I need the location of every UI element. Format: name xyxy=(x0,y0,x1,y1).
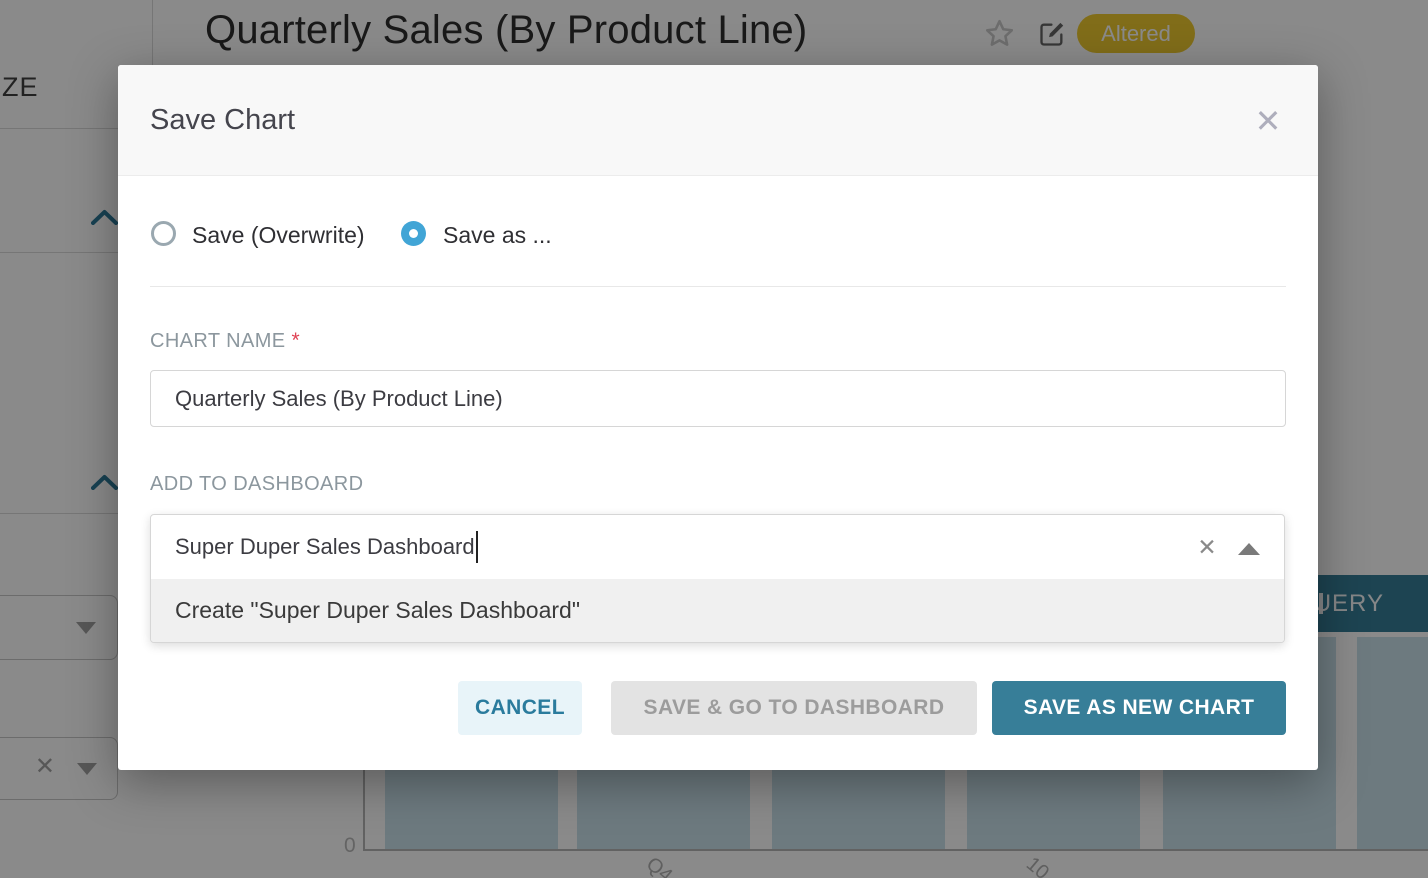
radio-save-as[interactable] xyxy=(401,221,426,246)
close-icon[interactable]: ✕ xyxy=(1254,102,1282,139)
save-chart-modal: Save Chart ✕ Save (Overwrite) Save as ..… xyxy=(118,65,1318,770)
customize-tab-label-fragment[interactable]: ZE xyxy=(2,72,39,102)
radio-save-overwrite[interactable] xyxy=(151,221,176,246)
create-dashboard-option[interactable]: Create "Super Duper Sales Dashboard" xyxy=(151,579,1284,642)
form-divider xyxy=(150,286,1286,287)
chevron-down-icon xyxy=(76,622,96,634)
chevron-up-icon[interactable] xyxy=(1238,543,1260,555)
favorite-star-icon[interactable] xyxy=(984,18,1015,49)
section-collapse-icon[interactable] xyxy=(91,474,118,490)
y-axis-tick-0: 0 xyxy=(344,834,356,857)
chart-bar xyxy=(1357,637,1428,849)
radio-save-overwrite-label[interactable]: Save (Overwrite) xyxy=(192,222,365,248)
x-axis-line xyxy=(363,849,1428,851)
run-query-letter-fragment xyxy=(1319,593,1323,614)
panel-divider-1 xyxy=(0,128,152,129)
control-select-clearable[interactable]: ✕ xyxy=(0,737,118,800)
modal-title: Save Chart xyxy=(150,104,296,136)
chart-name-value: Quarterly Sales (By Product Line) xyxy=(175,385,503,411)
panel-divider-3 xyxy=(0,513,152,514)
chart-name-input[interactable]: Quarterly Sales (By Product Line) xyxy=(150,370,1286,427)
create-dashboard-option-label: Create "Super Duper Sales Dashboard" xyxy=(175,597,580,623)
clear-icon[interactable]: ✕ xyxy=(34,753,55,780)
edit-properties-icon[interactable] xyxy=(1038,20,1066,48)
section-collapse-icon[interactable] xyxy=(91,209,118,225)
radio-save-as-label[interactable]: Save as ... xyxy=(443,222,552,248)
chevron-down-icon xyxy=(77,763,97,775)
save-as-new-chart-button[interactable]: SAVE AS NEW CHART xyxy=(992,681,1286,735)
chart-title: Quarterly Sales (By Product Line) xyxy=(205,8,808,52)
control-select[interactable] xyxy=(0,595,118,660)
altered-badge[interactable]: Altered xyxy=(1077,14,1195,53)
dashboard-input[interactable]: Super Duper Sales Dashboard ✕ xyxy=(151,515,1284,579)
chart-name-label: CHART NAME * xyxy=(150,329,301,352)
panel-vertical-divider xyxy=(152,0,153,128)
text-cursor xyxy=(475,531,478,563)
modal-header: Save Chart ✕ xyxy=(118,65,1318,176)
dashboard-combobox: Super Duper Sales Dashboard ✕ Create "Su… xyxy=(150,514,1285,643)
required-asterisk: * xyxy=(291,329,301,352)
panel-divider-2 xyxy=(0,252,152,253)
altered-badge-label: Altered xyxy=(1101,20,1171,46)
save-go-to-dashboard-button[interactable]: SAVE & GO TO DASHBOARD xyxy=(611,681,977,735)
cancel-button[interactable]: CANCEL xyxy=(458,681,582,735)
clear-icon[interactable]: ✕ xyxy=(1197,533,1217,560)
add-to-dashboard-label: ADD TO DASHBOARD xyxy=(150,473,364,495)
dashboard-input-value: Super Duper Sales Dashboard xyxy=(175,534,475,559)
